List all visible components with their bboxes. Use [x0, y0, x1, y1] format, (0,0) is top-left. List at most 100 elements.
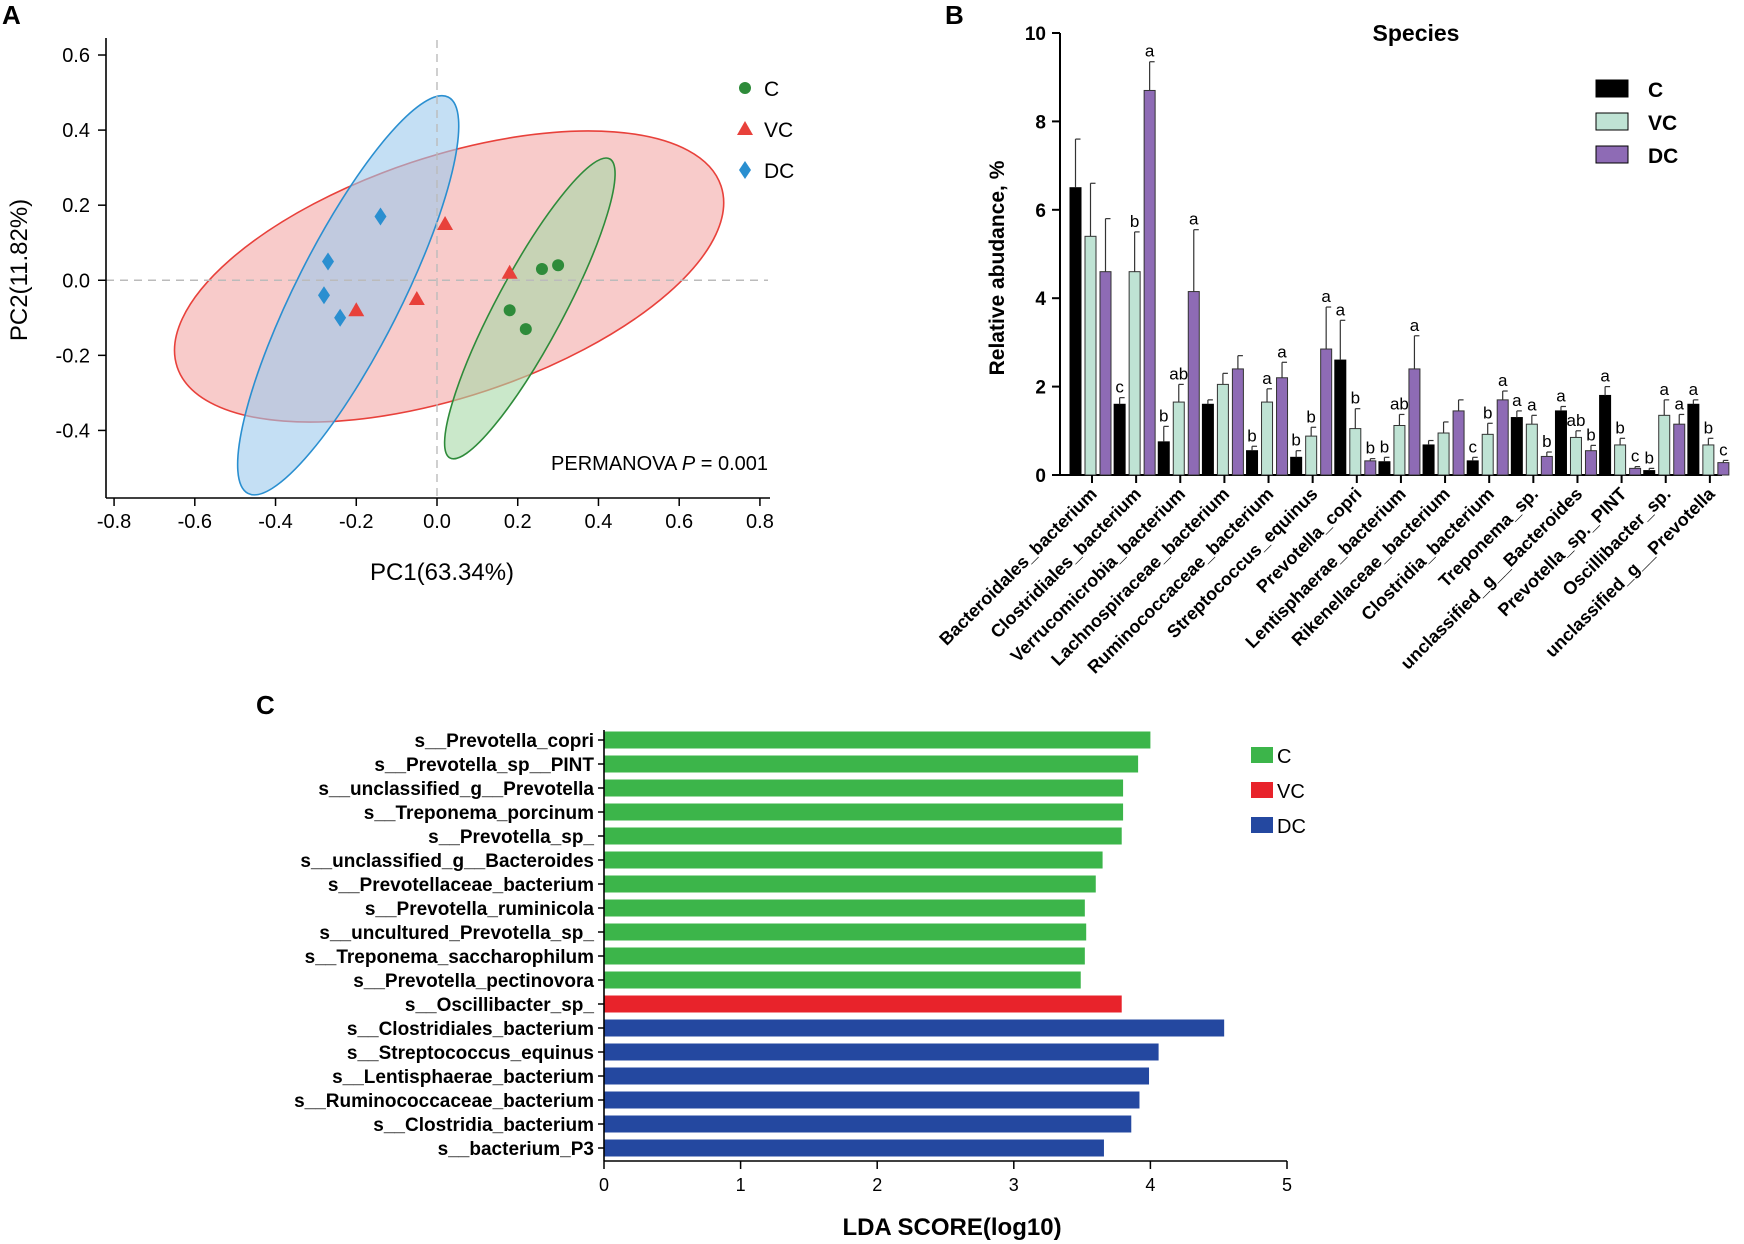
bar-vc: [1614, 444, 1627, 476]
pca-y-axis-label: PC2(11.82%): [6, 199, 33, 341]
bar-dc: [1496, 399, 1509, 476]
significance-letter: ab: [1567, 411, 1586, 430]
lda-category-label: s__Prevotella_sp_: [428, 827, 594, 848]
lda-bars: s__Prevotella_copri s__Prevotella_sp__PIN…: [294, 731, 1225, 1160]
pca-x-tick-label: 0.0: [423, 511, 451, 533]
lda-category-label: s__Prevotella_copri: [414, 731, 594, 752]
bar-c: [1069, 187, 1082, 476]
bar-vc: [1216, 383, 1229, 476]
legend-label-vc: VC: [1648, 112, 1677, 135]
lda-x-tick-label: 4: [1145, 1175, 1155, 1195]
pca-legend: C VC DC: [737, 78, 794, 183]
legend-marker-vc: [737, 121, 753, 135]
bar-vc: [1569, 436, 1582, 476]
ellipse-group-c: [443, 157, 616, 460]
significance-letter: b: [1130, 212, 1139, 231]
legend-marker-c: [739, 82, 751, 94]
lda-axes: 0 1 2 3 4 5: [599, 730, 1292, 1195]
bar-dc: [1187, 291, 1200, 476]
legend-swatch-dc: [1595, 145, 1629, 164]
significance-letter: a: [1262, 369, 1272, 388]
bar-c: [1643, 470, 1656, 476]
lda-x-tick-label: 0: [599, 1175, 609, 1195]
significance-letter: b: [1247, 426, 1256, 445]
significance-letter: a: [1659, 380, 1669, 399]
pca-reference-lines: [106, 40, 768, 498]
significance-letter: b: [1159, 406, 1168, 425]
bar-c: [1290, 456, 1303, 476]
panel-b-label: B: [945, 0, 964, 30]
legend-swatch-c: [1595, 79, 1629, 98]
legend-label-vc: VC: [764, 119, 793, 142]
bar-c: [1422, 444, 1435, 476]
bar-dc: [1408, 368, 1421, 476]
data-point-dc: [374, 207, 387, 226]
lda-x-tick-label: 3: [1009, 1175, 1019, 1195]
bar-dc: [1717, 462, 1730, 476]
species-y-axis-label: Relative abudance, %: [986, 160, 1009, 375]
pca-y-tick-label: 0.0: [62, 270, 90, 292]
significance-letter: b: [1366, 439, 1375, 458]
significance-letter: a: [1410, 316, 1420, 335]
species-legend: C VC DC: [1595, 79, 1678, 168]
lda-bar-dc: [604, 1043, 1159, 1061]
bar-c: [1246, 450, 1259, 476]
lda-bar-dc: [604, 1115, 1132, 1133]
significance-letter: ab: [1390, 394, 1409, 413]
data-point-dc: [334, 308, 347, 327]
bar-c: [1334, 359, 1347, 476]
lda-legend: C VC DC: [1251, 746, 1306, 838]
legend-label-c: C: [1277, 746, 1291, 768]
data-point-vc: [408, 291, 425, 306]
species-axes: 0 2 4 6 8 10: [1025, 24, 1722, 487]
lda-bar-c: [604, 923, 1087, 941]
lda-bar-c: [604, 755, 1139, 773]
significance-letter: b: [1586, 425, 1595, 444]
bar-dc: [1629, 467, 1642, 476]
significance-letter: b: [1291, 431, 1300, 450]
bar-dc: [1452, 410, 1465, 476]
bar-dc: [1320, 348, 1333, 476]
pca-y-tick-label: -0.2: [56, 345, 90, 367]
species-category-labels: Bacteroidales_bacteriumClostridiales_bac…: [935, 475, 1719, 678]
significance-letter: a: [1336, 300, 1346, 319]
pca-y-tick-label: -0.4: [56, 420, 90, 442]
bar-vc: [1481, 433, 1494, 476]
bar-vc: [1349, 428, 1362, 476]
bar-c: [1378, 461, 1391, 476]
lda-bar-dc: [604, 1019, 1225, 1037]
confidence-ellipse-c: [443, 157, 616, 460]
lda-category-label: s__Ruminococcaceae_bacterium: [294, 1091, 594, 1112]
bar-c: [1201, 403, 1214, 476]
lda-bar-dc: [604, 1091, 1140, 1109]
legend-label-vc: VC: [1277, 781, 1305, 803]
bar-vc: [1525, 423, 1538, 476]
legend-label-c: C: [764, 78, 779, 101]
bar-vc: [1658, 414, 1671, 476]
pca-x-tick-label: -0.6: [178, 511, 212, 533]
data-point-dc: [322, 252, 335, 271]
significance-letter: c: [1468, 437, 1477, 456]
ellipse-group-dc: [236, 94, 460, 496]
lda-category-label: s__Prevotellaceae_bacterium: [328, 875, 594, 896]
lda-x-tick-label: 1: [736, 1175, 746, 1195]
lda-bar-c: [604, 827, 1122, 845]
significance-letter: b: [1483, 403, 1492, 422]
data-point-c: [519, 323, 532, 336]
lda-category-label: s__unclassified_g__Bacteroides: [300, 851, 594, 872]
significance-letter: a: [1277, 342, 1287, 361]
species-y-tick-label: 6: [1035, 201, 1046, 222]
data-point-vc: [501, 264, 518, 279]
lda-category-label: s__Clostridia_bacterium: [373, 1115, 594, 1136]
significance-letter: a: [1189, 210, 1199, 229]
confidence-ellipse-dc: [236, 94, 460, 496]
pca-y-tick-label: 0.6: [62, 45, 90, 67]
significance-letter: c: [1631, 447, 1640, 466]
permanova-prefix: PERMANOVA: [551, 453, 682, 475]
lda-bar-dc: [604, 1139, 1104, 1157]
bar-dc: [1143, 89, 1156, 476]
data-point-c: [503, 304, 516, 317]
lda-bar-dc: [604, 1067, 1150, 1085]
data-point-c: [535, 263, 548, 275]
